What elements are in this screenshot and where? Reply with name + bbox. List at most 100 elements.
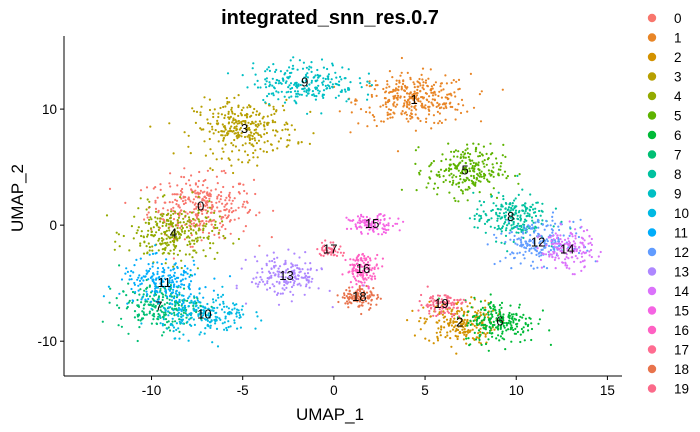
point — [154, 220, 157, 223]
point — [410, 112, 413, 115]
point — [522, 232, 525, 235]
point — [200, 239, 203, 242]
legend-label: 10 — [674, 206, 689, 221]
point — [267, 270, 271, 273]
point — [463, 333, 466, 336]
point — [466, 110, 469, 113]
point — [209, 326, 212, 329]
point — [298, 59, 301, 62]
point — [530, 338, 533, 342]
point — [243, 135, 247, 139]
point — [233, 304, 236, 307]
point — [426, 98, 429, 102]
point — [194, 213, 198, 216]
point — [270, 92, 273, 95]
point — [231, 199, 234, 202]
point — [418, 320, 421, 323]
point — [413, 334, 416, 337]
point — [476, 336, 479, 339]
point — [211, 168, 214, 172]
point — [479, 330, 482, 334]
point — [365, 263, 368, 266]
point — [200, 319, 203, 322]
point — [222, 150, 225, 153]
point — [161, 270, 164, 273]
point — [334, 96, 337, 99]
point — [551, 219, 554, 222]
point — [291, 86, 294, 90]
point — [373, 275, 376, 278]
point — [484, 333, 487, 336]
point — [575, 249, 578, 253]
point — [175, 285, 178, 288]
point — [552, 238, 555, 241]
point — [133, 316, 136, 319]
point — [466, 177, 469, 180]
point — [405, 113, 408, 116]
point — [142, 235, 145, 238]
point — [141, 295, 145, 298]
cluster-label-14: 14 — [560, 242, 574, 257]
point — [153, 315, 156, 318]
point — [322, 93, 326, 96]
point — [349, 263, 352, 267]
point — [580, 236, 584, 239]
point — [530, 264, 533, 267]
point — [415, 189, 418, 192]
point — [338, 110, 341, 113]
point — [460, 98, 464, 101]
point — [433, 121, 436, 124]
point — [531, 219, 534, 222]
point — [421, 86, 424, 89]
point — [383, 217, 386, 221]
point — [262, 115, 265, 118]
point — [365, 220, 368, 224]
point — [194, 192, 197, 195]
point — [187, 196, 190, 199]
point — [546, 240, 549, 243]
point — [345, 227, 349, 230]
point — [255, 311, 258, 314]
point — [366, 232, 370, 235]
point — [564, 258, 567, 261]
point — [196, 236, 199, 239]
point — [450, 81, 453, 84]
point — [202, 227, 205, 230]
point — [199, 127, 202, 130]
point — [203, 140, 206, 143]
point — [416, 98, 419, 101]
point — [207, 122, 210, 125]
point — [466, 147, 469, 150]
legend-item-8: 8 — [647, 167, 682, 182]
point — [199, 331, 202, 334]
point — [310, 66, 313, 69]
legend-key — [647, 364, 657, 374]
point — [514, 209, 518, 212]
point — [480, 217, 483, 220]
point — [372, 272, 375, 275]
point — [272, 108, 275, 111]
point — [212, 112, 215, 115]
point — [501, 226, 504, 230]
point — [367, 287, 370, 290]
point — [365, 84, 368, 87]
point — [150, 230, 153, 234]
point — [222, 105, 225, 109]
point — [528, 248, 531, 251]
point — [558, 228, 561, 232]
point — [368, 257, 372, 260]
point — [203, 332, 206, 335]
point — [463, 166, 466, 170]
point — [305, 66, 308, 69]
point — [365, 219, 368, 222]
point — [258, 244, 261, 247]
point — [171, 222, 174, 225]
legend-label: 14 — [674, 284, 690, 299]
point — [301, 67, 305, 70]
point — [358, 219, 361, 222]
point — [281, 287, 284, 290]
point — [195, 296, 198, 299]
point — [403, 104, 406, 107]
point — [385, 105, 388, 108]
point — [362, 261, 365, 264]
